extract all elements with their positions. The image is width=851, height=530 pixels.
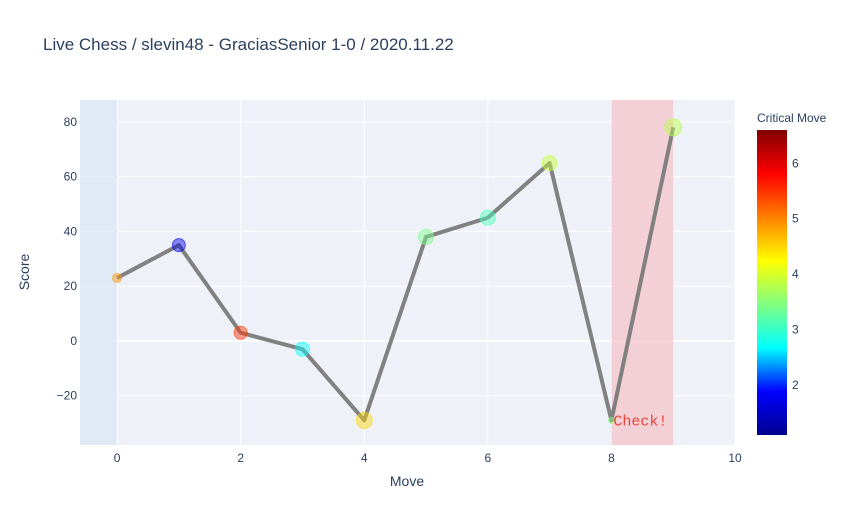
annotation-check: Check! <box>613 413 667 430</box>
x-tick-label: 0 <box>114 451 121 465</box>
y-tick-label: 60 <box>64 170 78 184</box>
colorbar: Critical Move 2 3 4 5 6 <box>757 111 827 435</box>
colorbar-title: Critical Move <box>757 111 827 125</box>
y-tick-label: 20 <box>64 279 78 293</box>
colorbar-tick-label: 2 <box>792 378 799 392</box>
y-tick-label: 0 <box>70 334 77 348</box>
x-tick-label: 6 <box>484 451 491 465</box>
x-tick-label: 4 <box>361 451 368 465</box>
colorbar-tick-label: 4 <box>792 267 799 281</box>
y-tick-labels: −20 0 20 40 60 80 <box>57 115 78 403</box>
data-point <box>233 325 248 340</box>
score-line <box>116 126 676 423</box>
x-tick-labels: 0 2 4 6 8 10 <box>114 451 742 465</box>
data-point <box>294 341 310 357</box>
colorbar-gradient <box>757 130 787 435</box>
colorbar-tick-label: 3 <box>792 323 799 337</box>
y-tick-label: 80 <box>64 115 78 129</box>
data-point <box>171 238 186 253</box>
colorbar-tick-label: 5 <box>792 212 799 226</box>
data-point <box>541 154 558 171</box>
x-tick-label: 8 <box>608 451 615 465</box>
colorbar-tick-label: 6 <box>792 156 799 170</box>
data-point <box>607 416 615 424</box>
markers-group <box>112 118 683 429</box>
series-group <box>116 126 676 423</box>
shaded-region <box>80 100 118 445</box>
annotations: Check! <box>613 413 667 430</box>
x-tick-label: 10 <box>728 451 742 465</box>
data-point <box>479 209 496 226</box>
y-axis-title: Score <box>16 254 32 291</box>
y-tick-label: 40 <box>64 224 78 238</box>
x-axis-title: Move <box>390 473 424 489</box>
data-point <box>355 411 373 429</box>
chart-title: Live Chess / slevin48 - GraciasSenior 1-… <box>43 35 454 54</box>
x-tick-label: 2 <box>237 451 244 465</box>
y-tick-label: −20 <box>57 389 78 403</box>
data-point <box>664 118 683 137</box>
data-point <box>112 272 123 283</box>
data-point <box>418 228 435 245</box>
